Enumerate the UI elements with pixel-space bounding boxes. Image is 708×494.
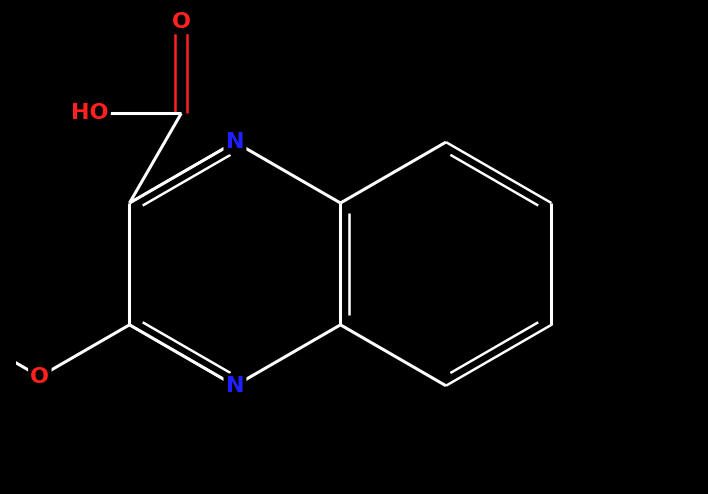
Text: N: N xyxy=(226,376,244,396)
Text: O: O xyxy=(172,12,190,32)
Text: N: N xyxy=(226,132,244,152)
Text: HO: HO xyxy=(71,103,108,124)
Text: O: O xyxy=(30,367,50,387)
